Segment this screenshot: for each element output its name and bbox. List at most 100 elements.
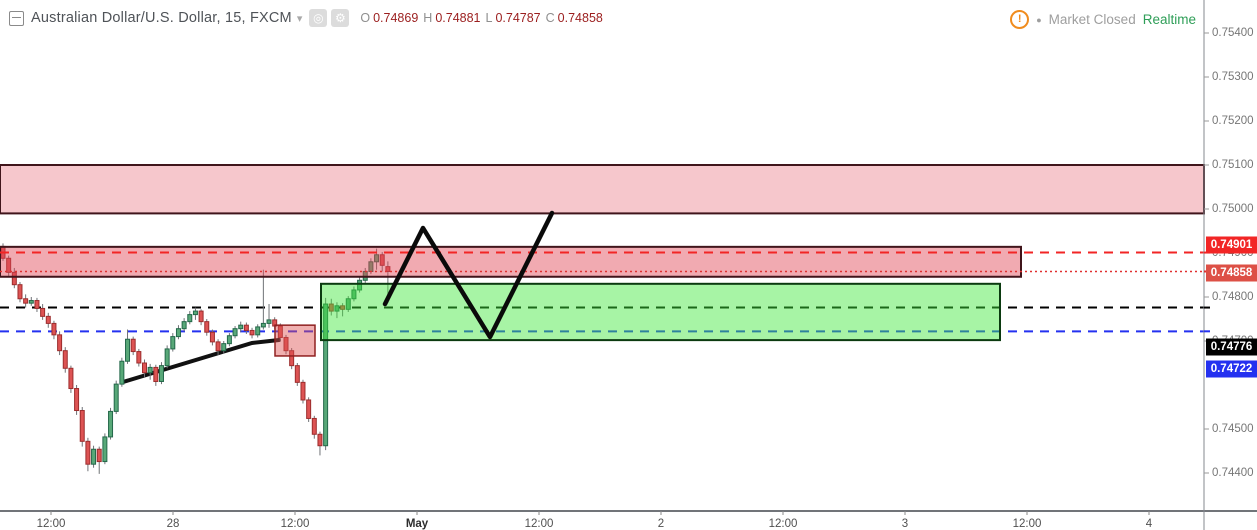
candle-up (323, 303, 329, 447)
candle-up (102, 436, 108, 463)
time-tick-label: 12:00 (525, 518, 554, 530)
candle-down (11, 271, 17, 286)
candle-down (204, 321, 210, 333)
candle-up (255, 326, 261, 336)
candle-up (187, 314, 193, 323)
eye-icon[interactable]: ◎ (309, 9, 328, 27)
price-badge (1206, 264, 1257, 282)
candle-down (340, 305, 346, 310)
candle-down (328, 303, 334, 312)
entry-box[interactable] (274, 324, 316, 357)
price-badge (1206, 236, 1257, 254)
close-label: C (545, 11, 555, 25)
low-value: 0.74787 (495, 11, 541, 25)
time-tick-label: 4 (1146, 518, 1153, 530)
candle-down (294, 365, 300, 383)
candle-up (192, 310, 198, 316)
price-badge-label: 0.74776 (1211, 341, 1253, 353)
time-tick-label: 12:00 (281, 518, 310, 530)
zigzag-projection-drawing[interactable] (382, 210, 555, 340)
candle-up (351, 289, 357, 300)
candle-down (142, 362, 147, 374)
high-value: 0.74881 (435, 11, 481, 25)
time-tick-label: 12:00 (37, 518, 66, 530)
price-tick-label: 0.74800 (1212, 291, 1254, 303)
candle-down (79, 410, 85, 442)
price-tick-label: 0.74500 (1212, 423, 1254, 435)
candle-up (345, 298, 351, 310)
demand-zone[interactable] (320, 282, 1001, 342)
candle-down (198, 310, 204, 323)
time-tick-label: May (406, 518, 429, 530)
symbol-title[interactable]: Australian Dollar/U.S. Dollar, 15, FXCM (31, 10, 292, 26)
candle-down (45, 315, 51, 324)
candle-down (317, 433, 323, 447)
candle-down (385, 266, 391, 272)
price-tick-label: 0.75300 (1212, 71, 1254, 83)
candle-down (215, 341, 221, 352)
low-label: L (485, 11, 493, 25)
candle-down (289, 350, 295, 367)
candle-down (153, 366, 159, 382)
candle-down (23, 298, 29, 304)
candle-up (266, 319, 272, 324)
candle-up (158, 365, 164, 382)
time-tick-label: 12:00 (769, 518, 798, 530)
candle-down (96, 448, 102, 463)
candle-up (175, 328, 181, 338)
trendline-drawing[interactable] (121, 338, 281, 384)
time-tick-label: 3 (902, 518, 908, 530)
candle-down (209, 331, 215, 343)
candle-down (277, 325, 283, 338)
candle-down (74, 388, 80, 412)
market-status: ! ● Market Closed Realtime (1010, 10, 1196, 29)
candle-up (181, 321, 187, 330)
gear-icon[interactable]: ⚙ (331, 9, 350, 27)
time-tick-label: 28 (167, 518, 180, 530)
candle-up (232, 328, 238, 337)
candle-up (147, 366, 153, 374)
open-label: O (360, 11, 371, 25)
supply-zone[interactable] (0, 245, 1022, 278)
candle-down (85, 440, 91, 465)
candle-down (243, 324, 249, 331)
chevron-down-icon[interactable]: ▾ (296, 12, 303, 25)
candle-down (6, 257, 12, 273)
candle-down (249, 329, 255, 336)
candle-up (119, 360, 125, 385)
candle-up (113, 383, 119, 412)
candle-down (17, 284, 23, 300)
candle-up (221, 343, 227, 352)
candle-up (28, 300, 34, 304)
price-tick-label: 0.75200 (1212, 115, 1254, 127)
candle-down (51, 322, 57, 336)
realtime-label[interactable]: Realtime (1142, 12, 1196, 27)
price-badge-label: 0.74722 (1211, 363, 1253, 375)
candle-up (374, 254, 380, 263)
candle-down (306, 399, 312, 419)
chart-legend: Australian Dollar/U.S. Dollar, 15, FXCM … (9, 9, 603, 27)
price-tick-label: 0.75400 (1212, 27, 1254, 39)
close-value: 0.74858 (557, 11, 603, 25)
price-tick-label: 0.74400 (1212, 467, 1254, 479)
candle-up (357, 279, 363, 291)
time-tick-label: 2 (658, 518, 664, 530)
price-badge-label: 0.74858 (1211, 267, 1253, 279)
warning-icon: ! (1010, 10, 1030, 29)
price-badge (1206, 338, 1257, 356)
candle-up (170, 336, 176, 350)
resistance-zone-upper[interactable] (0, 164, 1205, 215)
candle-up (164, 348, 170, 367)
candle-down (40, 307, 46, 317)
price-badge-label: 0.74901 (1211, 239, 1253, 251)
price-badge (1206, 360, 1257, 378)
candle-down (300, 381, 306, 401)
candle-down (130, 338, 136, 353)
open-value: 0.74869 (373, 11, 419, 25)
candle-up (260, 322, 266, 328)
collapse-pane-icon[interactable] (9, 10, 24, 26)
candle-down (34, 300, 40, 309)
candle-down (57, 334, 63, 352)
candle-down (311, 417, 317, 435)
